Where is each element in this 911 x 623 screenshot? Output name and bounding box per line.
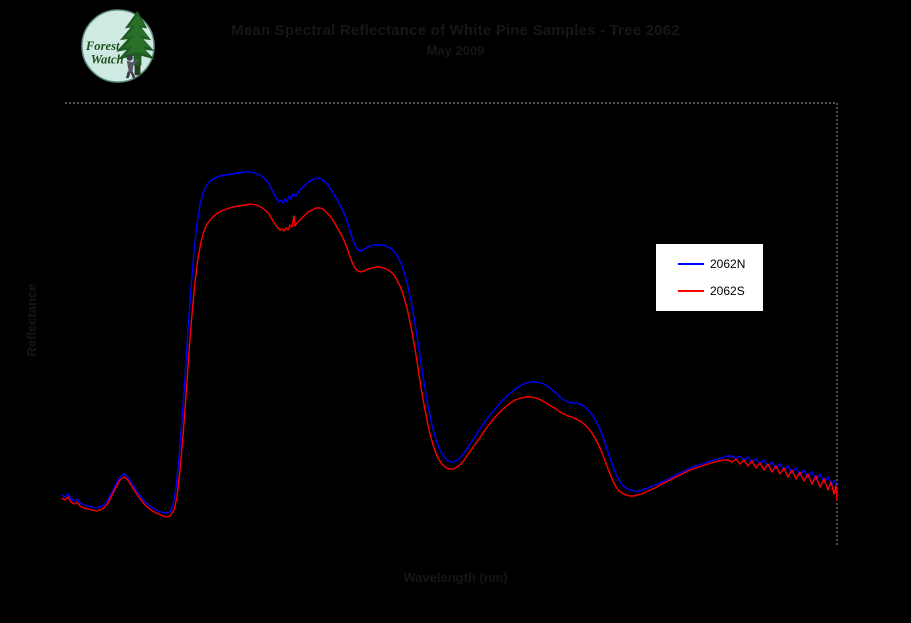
legend-box: 2062N 2062S xyxy=(655,243,764,312)
series-line-2062S xyxy=(61,203,838,518)
logo-text-forest: Forest xyxy=(85,39,120,53)
legend-swatch-2062S xyxy=(678,290,704,293)
forest-watch-logo: Forest Watch xyxy=(81,9,156,83)
legend-item-2062N: 2062N xyxy=(656,258,763,270)
x-axis-label: Wavelength (nm) xyxy=(403,570,508,585)
series-line-2062N xyxy=(61,171,838,514)
logo-text: Forest Watch xyxy=(85,39,124,67)
legend-swatch-2062N xyxy=(678,262,704,265)
legend-label-2062S: 2062S xyxy=(710,284,745,299)
plot-border-dotted xyxy=(65,102,838,545)
person-icon xyxy=(125,54,139,79)
y-axis-label: Reflectance xyxy=(24,283,39,357)
pine-tree-icon xyxy=(116,10,156,76)
legend-item-2062S: 2062S xyxy=(656,285,763,297)
logo-text-watch: Watch xyxy=(91,53,124,67)
legend-label-2062N: 2062N xyxy=(710,256,746,271)
